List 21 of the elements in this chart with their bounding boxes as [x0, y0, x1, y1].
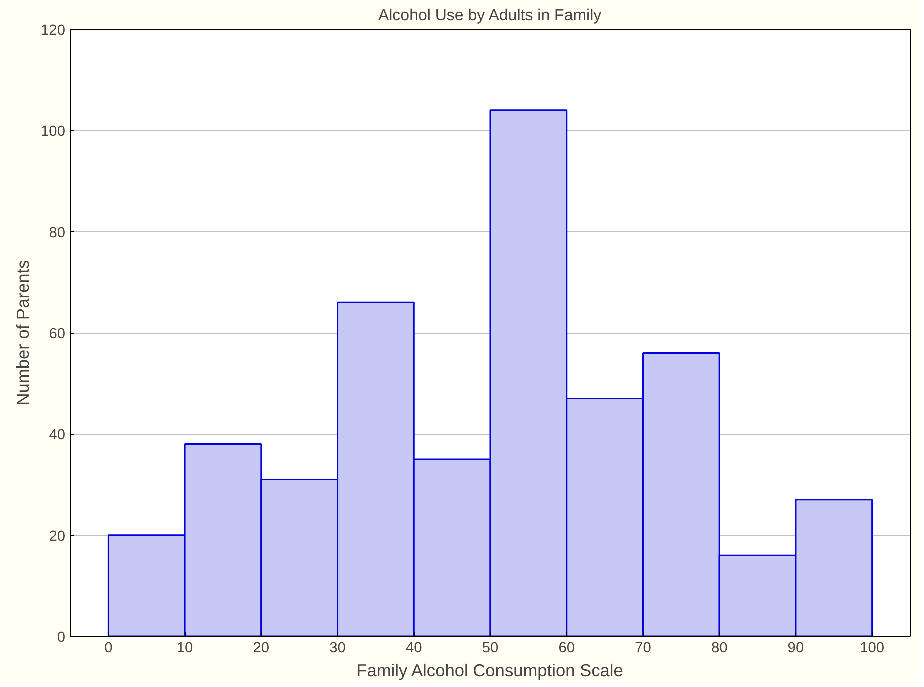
x-tick-label: 20	[253, 640, 270, 656]
x-tick-label: 60	[558, 640, 576, 656]
y-tick-label: 80	[49, 225, 66, 242]
x-tick-label: 50	[482, 640, 499, 656]
x-tick-label: 40	[406, 640, 422, 656]
y-tick-label: 40	[49, 428, 66, 444]
x-tick-label: 80	[711, 640, 728, 656]
y-axis-title: Number of Parents	[13, 260, 34, 406]
y-tick-label: 120	[41, 23, 66, 39]
y-tick-label: 60	[49, 326, 66, 342]
y-tick-label: 0	[57, 630, 66, 646]
y-tick-label: 100	[41, 124, 66, 140]
y-tick-label: 20	[49, 528, 66, 545]
x-axis-title: Family Alcohol Consumption Scale	[356, 660, 624, 680]
x-tick-label: 30	[330, 640, 346, 656]
x-tick-label: 90	[788, 640, 804, 656]
x-tick-label: 10	[176, 640, 194, 656]
x-tick-label: 70	[635, 640, 652, 656]
x-tick-label: 100	[860, 640, 885, 656]
x-tick-label: 0	[104, 640, 113, 656]
chart-title: Alcohol Use by Adults in Family	[378, 8, 602, 24]
